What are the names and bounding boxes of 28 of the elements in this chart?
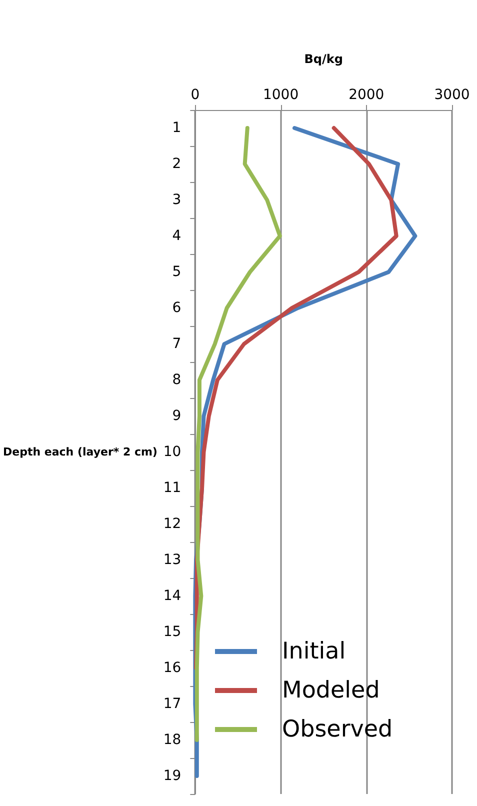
y-tick-label: 18 <box>163 732 182 748</box>
y-tick-label: 5 <box>172 264 182 280</box>
y-tick-label: 15 <box>163 624 182 640</box>
y-tick-label: 12 <box>163 516 182 532</box>
y-tick-label: 11 <box>163 480 182 496</box>
y-tick-label: 7 <box>172 336 182 352</box>
y-tick-label: 4 <box>172 228 182 244</box>
y-tick-label: 6 <box>172 300 182 316</box>
y-tick-label: 1 <box>172 120 182 136</box>
y-tick-label: 2 <box>172 156 182 172</box>
y-tick-label: 14 <box>163 588 182 604</box>
y-tick-label: 8 <box>172 372 182 388</box>
x-tick-label: 2000 <box>348 87 384 103</box>
x-tick-label: 0 <box>190 87 200 103</box>
y-tick-label: 10 <box>163 444 182 460</box>
y-tick-label: 19 <box>163 768 182 784</box>
legend-label: Modeled <box>282 678 380 704</box>
y-tick-label: 13 <box>163 552 182 568</box>
x-axis-title: Bq/kg <box>304 52 343 66</box>
x-tick-label: 1000 <box>262 87 299 103</box>
y-tick-label: 3 <box>172 192 182 208</box>
y-tick-label: 9 <box>172 408 182 424</box>
legend-label: Initial <box>282 638 346 664</box>
legend-label: Observed <box>282 716 393 742</box>
x-tick-label: 3000 <box>434 87 470 103</box>
y-tick-label: 16 <box>163 660 182 676</box>
y-axis-title: Depth each (layer* 2 cm) <box>2 446 158 458</box>
y-tick-label: 17 <box>163 696 182 712</box>
